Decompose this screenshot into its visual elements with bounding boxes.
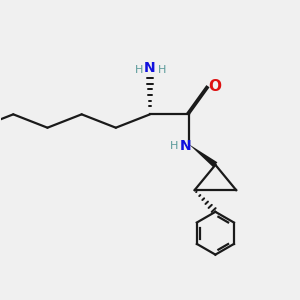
Text: H: H [158,65,166,75]
Polygon shape [189,144,217,167]
Text: N: N [179,139,191,152]
Text: H: H [134,65,143,75]
Text: O: O [208,79,221,94]
Text: H: H [170,140,178,151]
Text: N: N [144,61,156,75]
